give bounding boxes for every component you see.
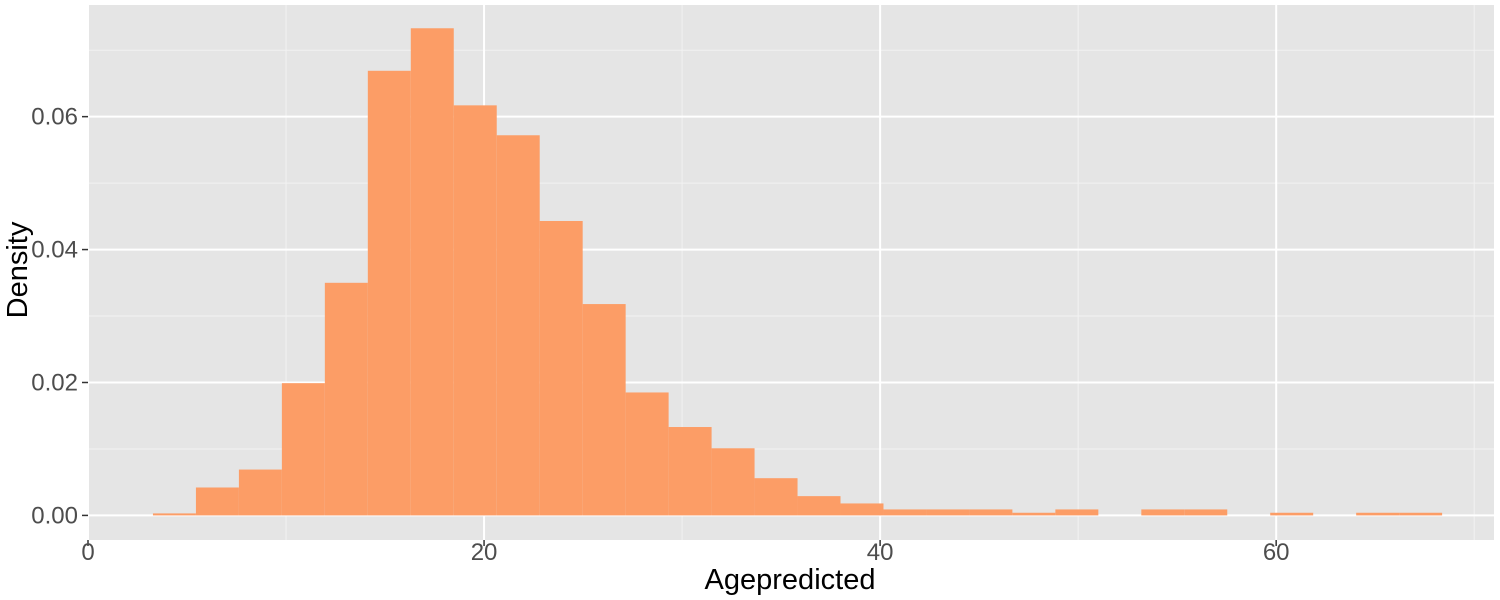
histogram-bar <box>281 383 325 516</box>
histogram-bar <box>1356 512 1400 516</box>
x-tick-labels: 0 20 40 60 <box>81 539 1289 566</box>
histogram-bar <box>883 509 927 516</box>
minor-gridlines <box>88 5 1494 540</box>
histogram-bar <box>711 448 755 516</box>
y-tick-label: 0.06 <box>31 104 78 131</box>
y-tick-label: 0.02 <box>31 369 78 396</box>
histogram-bar <box>1141 509 1185 516</box>
histogram-bar <box>195 487 239 516</box>
y-tick-labels: 0.00 0.02 0.04 0.06 <box>31 104 78 530</box>
x-axis-title: Agepredicted <box>705 564 876 596</box>
histogram-bar <box>969 509 1013 516</box>
histogram-bar <box>152 513 196 516</box>
histogram-bar <box>668 427 712 516</box>
y-axis-title: Density <box>2 221 34 318</box>
histogram-bar <box>453 105 497 516</box>
x-tick-label: 40 <box>867 539 894 566</box>
histogram-bar <box>1184 509 1228 516</box>
histogram-bar <box>582 304 626 516</box>
histogram-bar <box>926 509 970 516</box>
histogram-bar <box>797 496 841 516</box>
x-tick-label: 60 <box>1263 539 1290 566</box>
histogram-bar <box>625 392 669 516</box>
histogram-bar <box>496 135 540 516</box>
histogram-bar <box>754 478 798 516</box>
histogram-bar <box>1012 512 1056 516</box>
y-tick-label: 0.00 <box>31 502 78 529</box>
y-tick-label: 0.04 <box>31 237 78 264</box>
histogram-bar <box>1055 509 1099 516</box>
histogram-bar <box>1270 512 1314 516</box>
histogram-bars <box>152 28 1443 516</box>
histogram-bar <box>324 282 368 516</box>
histogram-bar <box>1399 512 1443 516</box>
histogram-bar <box>238 469 282 516</box>
histogram-bar <box>410 28 454 516</box>
x-tick-label: 20 <box>471 539 498 566</box>
x-tick-label: 0 <box>81 539 94 566</box>
histogram-bar <box>840 503 884 516</box>
histogram-bar <box>539 220 583 516</box>
histogram-bar <box>367 70 411 516</box>
axis-ticks <box>82 115 1277 546</box>
